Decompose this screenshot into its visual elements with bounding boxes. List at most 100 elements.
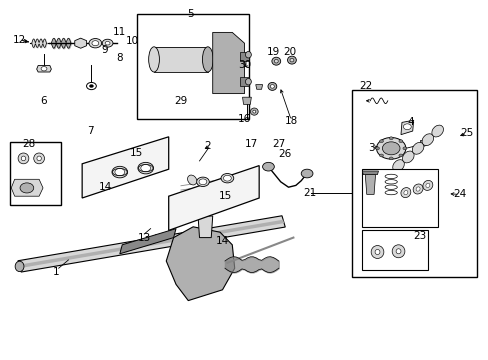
Circle shape <box>398 154 402 157</box>
Ellipse shape <box>395 249 400 254</box>
Polygon shape <box>75 38 86 48</box>
Text: 12: 12 <box>13 35 26 45</box>
Ellipse shape <box>37 156 41 161</box>
Text: 9: 9 <box>102 45 108 55</box>
Circle shape <box>403 124 410 130</box>
Text: 27: 27 <box>271 139 285 149</box>
Text: 4: 4 <box>407 117 413 127</box>
Polygon shape <box>212 32 244 94</box>
Ellipse shape <box>245 51 251 58</box>
Circle shape <box>402 147 406 150</box>
Text: 20: 20 <box>283 47 295 57</box>
Polygon shape <box>19 220 284 268</box>
Text: 6: 6 <box>41 96 47 106</box>
Circle shape <box>388 137 392 140</box>
Text: 19: 19 <box>266 47 280 57</box>
Polygon shape <box>120 229 176 254</box>
Ellipse shape <box>245 78 251 85</box>
Polygon shape <box>82 137 168 198</box>
Ellipse shape <box>202 47 213 72</box>
Circle shape <box>115 168 124 176</box>
Bar <box>137 14 249 119</box>
Polygon shape <box>11 179 43 196</box>
Bar <box>361 169 437 227</box>
Circle shape <box>379 140 383 143</box>
Bar <box>239 52 249 61</box>
Ellipse shape <box>34 153 44 164</box>
Polygon shape <box>18 216 285 272</box>
Circle shape <box>92 41 99 46</box>
Text: 29: 29 <box>174 96 187 106</box>
Ellipse shape <box>148 47 159 72</box>
Bar <box>10 142 61 205</box>
Ellipse shape <box>15 261 24 271</box>
Circle shape <box>375 147 379 150</box>
Polygon shape <box>37 66 51 72</box>
Polygon shape <box>255 85 262 89</box>
Text: 11: 11 <box>113 27 126 37</box>
Ellipse shape <box>411 143 423 154</box>
Text: 21: 21 <box>303 188 316 198</box>
Ellipse shape <box>252 110 255 113</box>
Ellipse shape <box>392 160 404 171</box>
Circle shape <box>221 174 233 183</box>
Text: 26: 26 <box>278 149 291 159</box>
Text: 1: 1 <box>53 267 60 277</box>
Circle shape <box>89 85 93 87</box>
Text: 24: 24 <box>452 189 466 199</box>
Text: 2: 2 <box>204 141 211 151</box>
Text: 7: 7 <box>87 126 94 136</box>
Ellipse shape <box>289 58 293 62</box>
Text: 18: 18 <box>284 116 297 126</box>
Polygon shape <box>362 171 378 175</box>
Ellipse shape <box>374 249 379 255</box>
Polygon shape <box>365 175 375 194</box>
Ellipse shape <box>18 153 29 164</box>
Text: 17: 17 <box>244 139 258 149</box>
Ellipse shape <box>421 134 433 145</box>
Bar <box>361 230 427 270</box>
Circle shape <box>102 39 113 47</box>
Ellipse shape <box>400 188 410 198</box>
Ellipse shape <box>274 59 278 63</box>
Polygon shape <box>168 166 259 230</box>
Ellipse shape <box>391 245 404 258</box>
Ellipse shape <box>250 108 258 115</box>
Bar <box>239 77 249 86</box>
Ellipse shape <box>422 180 432 190</box>
Circle shape <box>379 154 383 157</box>
Circle shape <box>223 175 231 181</box>
Text: 14: 14 <box>215 236 229 246</box>
Ellipse shape <box>287 56 296 64</box>
Ellipse shape <box>403 190 407 195</box>
Text: 16: 16 <box>237 114 251 124</box>
Ellipse shape <box>21 156 25 161</box>
Circle shape <box>301 169 312 178</box>
Circle shape <box>105 41 110 45</box>
Polygon shape <box>198 216 212 238</box>
Circle shape <box>388 157 392 160</box>
Circle shape <box>141 165 150 172</box>
Circle shape <box>89 39 102 48</box>
Circle shape <box>112 166 127 178</box>
Circle shape <box>376 138 405 159</box>
Circle shape <box>398 140 402 143</box>
Text: 30: 30 <box>238 60 250 70</box>
Circle shape <box>199 179 206 185</box>
Ellipse shape <box>267 82 276 90</box>
Ellipse shape <box>425 183 429 188</box>
Circle shape <box>86 82 96 90</box>
Circle shape <box>138 162 153 174</box>
Polygon shape <box>242 97 251 104</box>
Ellipse shape <box>270 85 274 88</box>
Circle shape <box>20 183 34 193</box>
Bar <box>154 47 207 72</box>
Ellipse shape <box>431 125 443 137</box>
Polygon shape <box>419 140 427 148</box>
Ellipse shape <box>187 175 196 185</box>
Text: 15: 15 <box>218 191 231 201</box>
Circle shape <box>196 177 209 186</box>
Text: 14: 14 <box>98 182 112 192</box>
Ellipse shape <box>412 184 422 194</box>
Text: 23: 23 <box>412 231 426 241</box>
